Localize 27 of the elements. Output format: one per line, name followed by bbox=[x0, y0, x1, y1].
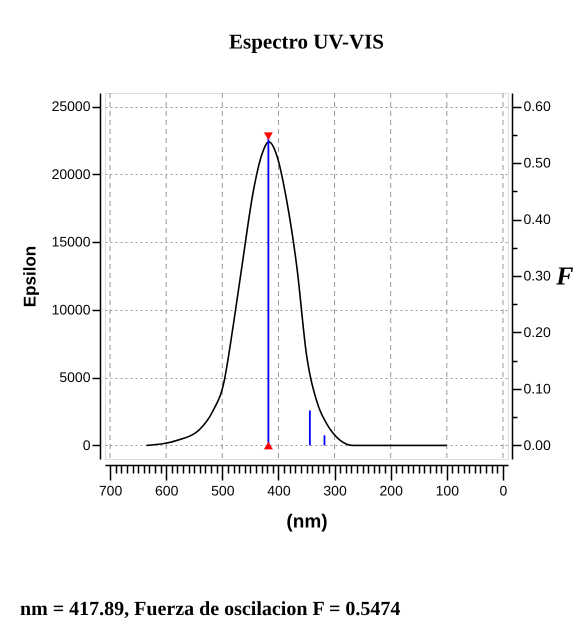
y-tick-label: 0 bbox=[82, 436, 91, 453]
line-series bbox=[146, 141, 448, 446]
x-tick-label: 100 bbox=[436, 482, 460, 498]
x-tick-label: 700 bbox=[98, 482, 122, 498]
x-tick-label: 500 bbox=[211, 482, 235, 498]
y2-axis-title: F bbox=[555, 262, 574, 290]
x-axis-title: (nm) bbox=[286, 512, 328, 532]
y-tick-label: 25000 bbox=[52, 98, 91, 114]
y-axis-title: Epsilon bbox=[20, 246, 40, 308]
y-tick-label: 10000 bbox=[52, 301, 91, 318]
y2-tick-label: 0.10 bbox=[524, 380, 551, 396]
chart-title: Espectro UV-VIS bbox=[229, 30, 384, 54]
x-tick-label: 400 bbox=[267, 482, 291, 498]
text: nm = 417.89, Fuerza de oscilacion F = 0.5474 bbox=[20, 598, 400, 620]
x-tick-label: 300 bbox=[323, 482, 347, 498]
x-tick-label: 600 bbox=[155, 482, 179, 498]
x-tick-label: 200 bbox=[380, 482, 404, 498]
y2-tick-label: 0.40 bbox=[524, 211, 551, 228]
y-tick-label: 20000 bbox=[52, 166, 91, 182]
y2-tick-label: 0.00 bbox=[524, 436, 551, 453]
y2-tick-label: 0.60 bbox=[524, 98, 551, 114]
y2-tick-label: 0.50 bbox=[524, 154, 551, 171]
y-tick-label: 5000 bbox=[59, 369, 91, 386]
y2-tick-label: 0.20 bbox=[524, 324, 551, 340]
y-tick-label: 15000 bbox=[52, 234, 91, 250]
x-tick-label: 0 bbox=[500, 482, 508, 498]
y2-tick-label: 0.30 bbox=[524, 268, 551, 284]
